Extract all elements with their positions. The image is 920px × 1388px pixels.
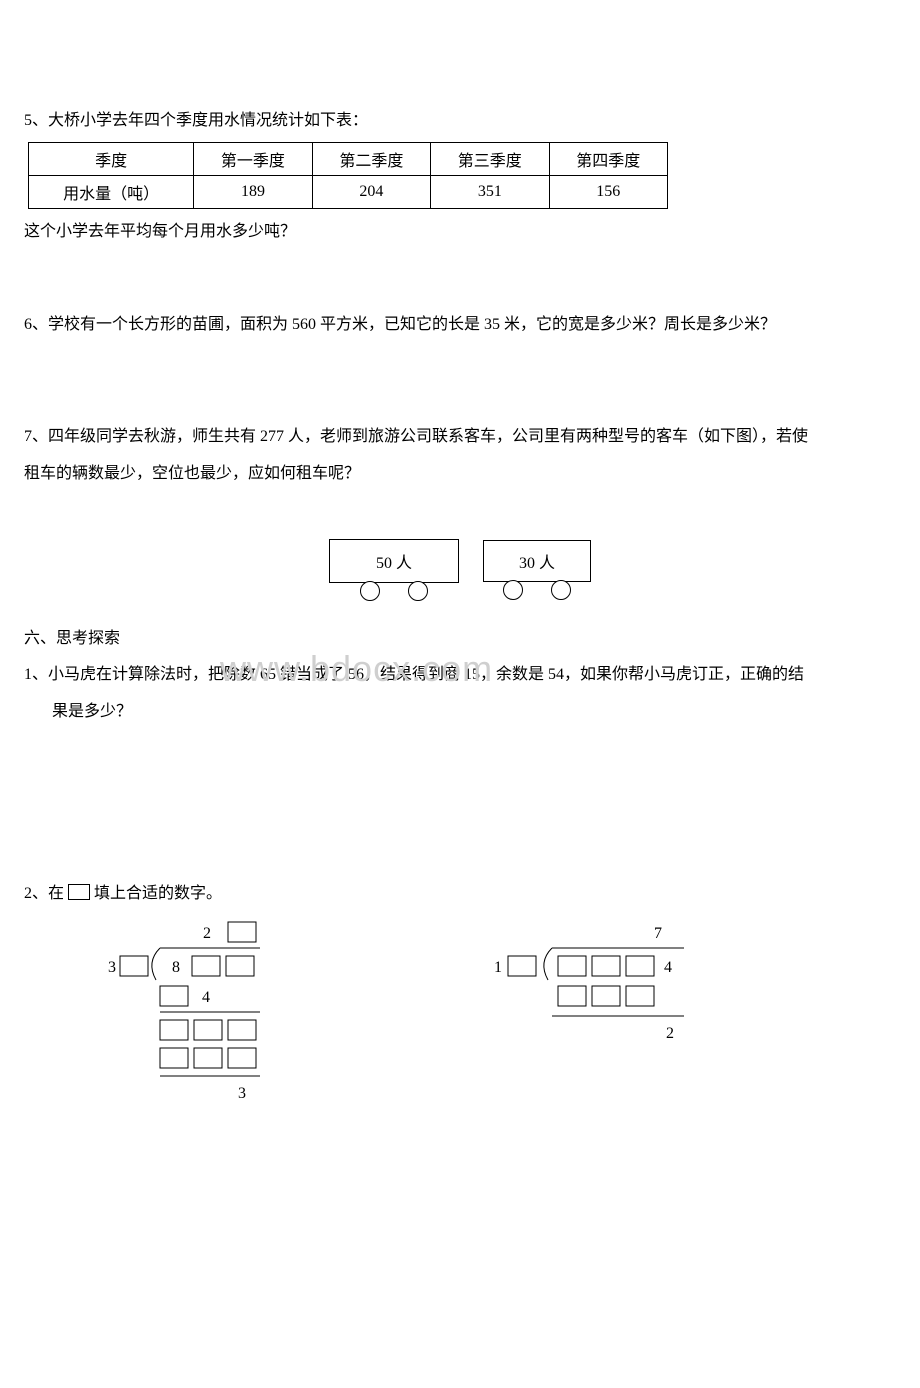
bus-large: 50 人	[329, 539, 459, 606]
bus-small: 30 人	[483, 540, 591, 605]
blank-box-icon	[508, 956, 536, 976]
ld-dividend-tail: 4	[664, 959, 672, 976]
q7-line2: 租车的辆数最少，空位也最少，应如何租车呢？	[24, 459, 896, 489]
blank-box-icon	[626, 986, 654, 1006]
cell-q3: 351	[431, 176, 549, 209]
ld-divisor-digit: 1	[494, 959, 502, 976]
table-row: 季度 第一季度 第二季度 第三季度 第四季度	[29, 143, 668, 176]
long-division-right: 7 1 4 2	[460, 916, 720, 1086]
q5-table: 季度 第一季度 第二季度 第三季度 第四季度 用水量（吨） 189 204 35…	[28, 142, 668, 209]
wheel-icon	[360, 581, 380, 601]
blank-box-icon	[228, 922, 256, 942]
q5-after: 这个小学去年平均每个月用水多少吨？	[24, 217, 896, 247]
blank-box-icon	[226, 956, 254, 976]
blank-box-icon	[558, 986, 586, 1006]
blank-box-icon	[160, 986, 188, 1006]
ld-divisor-digit: 3	[108, 959, 116, 976]
section6-title: 六、思考探索	[24, 624, 896, 654]
blank-box-icon	[626, 956, 654, 976]
table-row: 用水量（吨） 189 204 351 156	[29, 176, 668, 209]
ld-quotient-digit: 2	[203, 925, 211, 942]
blank-box-icon	[68, 884, 90, 900]
cell-q1: 189	[194, 176, 312, 209]
blank-box-icon	[192, 956, 220, 976]
long-division-left: 2 3 8 4 3	[60, 916, 290, 1126]
ld-dividend-digit: 8	[172, 959, 180, 976]
cell-q2: 204	[312, 176, 430, 209]
bus-body: 30 人	[483, 540, 591, 582]
bus-body: 50 人	[329, 539, 459, 583]
q6-text: 6、学校有一个长方形的苗圃，面积为 560 平方米，已知它的长是 35 米，它的…	[24, 310, 896, 340]
th-q3: 第三季度	[431, 143, 549, 176]
ld-remainder: 3	[238, 1085, 246, 1102]
blank-box-icon	[228, 1048, 256, 1068]
blank-box-icon	[592, 986, 620, 1006]
blank-box-icon	[592, 956, 620, 976]
bus-capacity-label: 30 人	[519, 549, 555, 573]
blank-box-icon	[558, 956, 586, 976]
q7-line1: 7、四年级同学去秋游，师生共有 277 人，老师到旅游公司联系客车，公司里有两种…	[24, 422, 896, 452]
wheel-icon	[408, 581, 428, 601]
blank-box-icon	[120, 956, 148, 976]
division-bracket	[152, 948, 160, 980]
cell-q4: 156	[549, 176, 667, 209]
blank-box-icon	[194, 1020, 222, 1040]
th-q2: 第二季度	[312, 143, 430, 176]
s6-q2: 2、在 填上合适的数字。	[24, 879, 896, 909]
q5-prompt: 5、大桥小学去年四个季度用水情况统计如下表：	[24, 106, 896, 136]
ld-remainder: 2	[666, 1025, 674, 1042]
blank-box-icon	[160, 1020, 188, 1040]
bus-wheels	[329, 583, 459, 606]
th-quarter: 季度	[29, 143, 194, 176]
q2-tail: 填上合适的数字。	[94, 885, 222, 902]
ld-quotient-digit: 7	[654, 925, 662, 942]
row-label: 用水量（吨）	[29, 176, 194, 209]
s6-q1-line2: 果是多少？	[24, 697, 896, 727]
q2-lead: 2、在	[24, 885, 64, 902]
bus-figure: 50 人 30 人	[24, 539, 896, 606]
blank-box-icon	[194, 1048, 222, 1068]
bus-capacity-label: 50 人	[376, 549, 412, 573]
s6-q1-line1: 1、小马虎在计算除法时，把除数 65 错当成了 56，结果得到商 15，余数是 …	[24, 660, 896, 690]
bus-wheels	[483, 582, 591, 605]
th-q1: 第一季度	[194, 143, 312, 176]
wheel-icon	[503, 580, 523, 600]
wheel-icon	[551, 580, 571, 600]
ld-partial-digit: 4	[202, 989, 210, 1006]
division-bracket	[544, 948, 552, 980]
blank-box-icon	[228, 1020, 256, 1040]
blank-box-icon	[160, 1048, 188, 1068]
th-q4: 第四季度	[549, 143, 667, 176]
